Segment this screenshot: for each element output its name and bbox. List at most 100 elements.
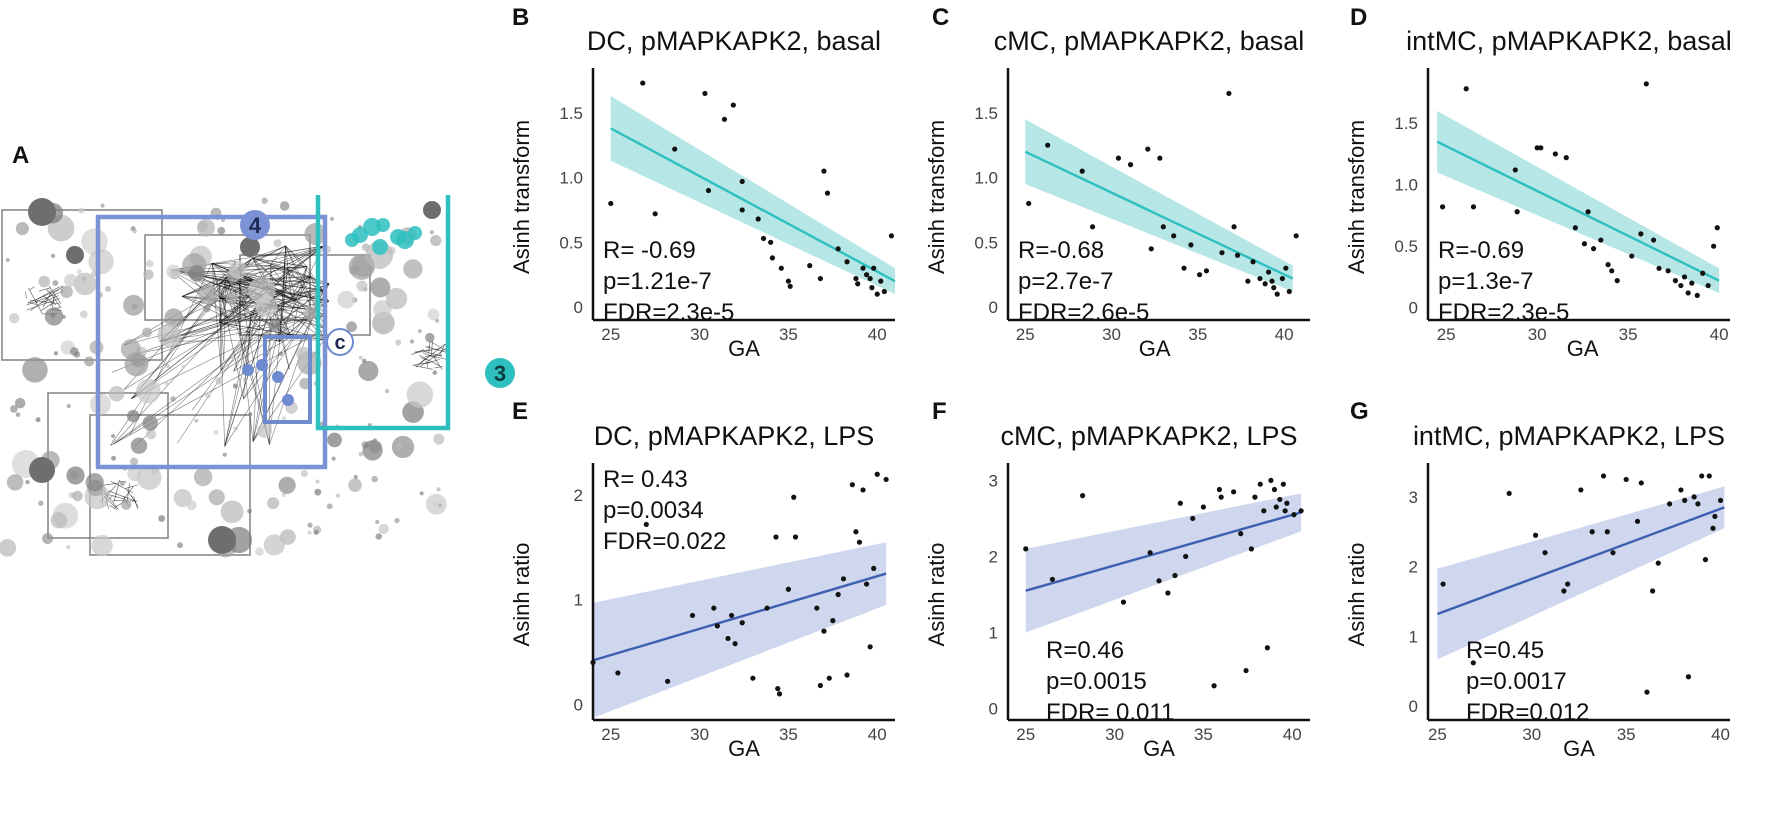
chart-c-confidence-band: [1025, 119, 1293, 292]
network-node: [100, 203, 105, 208]
network-edge: [109, 504, 117, 510]
chart-e-point: [732, 641, 738, 647]
network-edge: [252, 257, 311, 277]
network-node: [273, 239, 282, 248]
network-node: [38, 500, 44, 506]
network-edge: [285, 245, 308, 267]
network-node: [391, 435, 415, 459]
panel-label-b: B: [512, 4, 530, 31]
network-edge: [177, 296, 275, 444]
chart-e-xtick-40: 40: [868, 725, 887, 744]
network-node: [66, 403, 71, 409]
chart-f-point: [1268, 477, 1274, 484]
network-node: [70, 347, 79, 356]
network-node: [124, 352, 149, 377]
chart-c-ytick-3: 1.5: [974, 104, 998, 123]
chart-d-xtick-25: 25: [1437, 325, 1456, 344]
network-node-large: [423, 201, 441, 219]
network-edge: [439, 345, 445, 356]
network-node: [14, 397, 26, 409]
panel-label-f: F: [932, 398, 947, 425]
chart-b-fit-line: [610, 127, 896, 283]
network-node: [358, 360, 379, 382]
chart-d-point: [1614, 278, 1620, 284]
network-node: [327, 432, 342, 448]
network-node: [396, 443, 403, 450]
chart-g-fit-line: [1437, 506, 1725, 616]
network-node: [248, 276, 276, 304]
chart-d-point: [1590, 246, 1597, 252]
chart-f-point: [1238, 531, 1244, 537]
network-node: [296, 346, 311, 361]
network-node: [64, 274, 77, 287]
chart-c-point: [1157, 155, 1163, 161]
network-edge: [26, 290, 65, 306]
chart-f-point: [1282, 508, 1288, 514]
chart-b-point: [855, 281, 861, 287]
network-edge: [125, 484, 138, 489]
network-edge: [28, 287, 43, 314]
network-node: [304, 223, 327, 246]
chart-e-point: [835, 591, 841, 598]
chart-e-point: [817, 682, 823, 689]
network-node: [10, 405, 18, 413]
chart-e-point: [814, 605, 820, 611]
chart-b-point: [824, 190, 831, 196]
chart-d-xtick-40: 40: [1710, 325, 1729, 344]
chart-f-stat-0: R=0.46: [1046, 637, 1124, 664]
chart-c: cMC, pMAPKAPK2, basal 25 30 35 40 0 0.5 1.0 1.5 G…: [924, 26, 1310, 360]
chart-c-point: [1279, 275, 1285, 282]
chart-g-ytick-1: 1: [1409, 627, 1418, 646]
chart-e-ytick-2: 2: [574, 486, 583, 505]
network-node: [81, 228, 108, 255]
chart-g-stat-2: FDR=0.012: [1466, 699, 1589, 726]
chart-d-xlabel: GA: [1567, 336, 1599, 360]
chart-g-point: [1561, 588, 1567, 594]
chart-e-point: [871, 565, 877, 571]
chart-c-point: [1115, 155, 1122, 161]
chart-d-point: [1470, 204, 1477, 210]
network-edge: [434, 357, 443, 370]
network-edge: [46, 288, 49, 293]
network-node: [136, 378, 161, 404]
chart-c-point: [1171, 233, 1177, 239]
chart-b-point: [863, 272, 870, 278]
chart-d-stat-0: R=-0.69: [1438, 237, 1524, 264]
chart-f-point: [1190, 515, 1196, 522]
network-node: [130, 437, 148, 454]
network-edge: [252, 257, 297, 300]
network-node: [193, 467, 213, 487]
chart-d-ytick-1: 0.5: [1394, 237, 1418, 256]
chart-g-ytick-3: 3: [1409, 488, 1418, 507]
chart-c-point: [1160, 224, 1166, 230]
network-edge: [279, 299, 297, 342]
network-node: [44, 307, 64, 326]
network-edge: [295, 266, 308, 300]
network-node: [217, 226, 226, 235]
network-node: [112, 438, 117, 444]
network-edge: [211, 263, 221, 299]
chart-b-stat-1: p=1.21e-7: [603, 268, 712, 295]
network-node: [129, 457, 139, 466]
chart-b-point: [787, 283, 793, 289]
chart-e-point: [776, 691, 783, 697]
chart-b-point: [860, 265, 866, 271]
chart-b-point: [853, 275, 859, 282]
network-edge: [29, 286, 35, 291]
network-node: [243, 377, 248, 382]
chart-g-stat-0: R=0.45: [1466, 637, 1544, 664]
chart-c-point: [1196, 272, 1203, 278]
chart-c-point: [1219, 250, 1225, 256]
network-edge: [41, 303, 53, 311]
chart-g-point: [1655, 560, 1661, 566]
chart-e-stat-0: R= 0.43: [603, 466, 688, 493]
network-node: [255, 547, 264, 556]
chart-c-point: [1274, 291, 1280, 297]
chart-f-point: [1264, 645, 1270, 651]
module-3-label: 3: [494, 361, 506, 386]
network-node-large: [29, 457, 55, 483]
network-edge: [42, 295, 57, 306]
chart-d-point: [1643, 81, 1649, 87]
module-c-node: [282, 394, 294, 406]
network-node: [132, 229, 137, 234]
